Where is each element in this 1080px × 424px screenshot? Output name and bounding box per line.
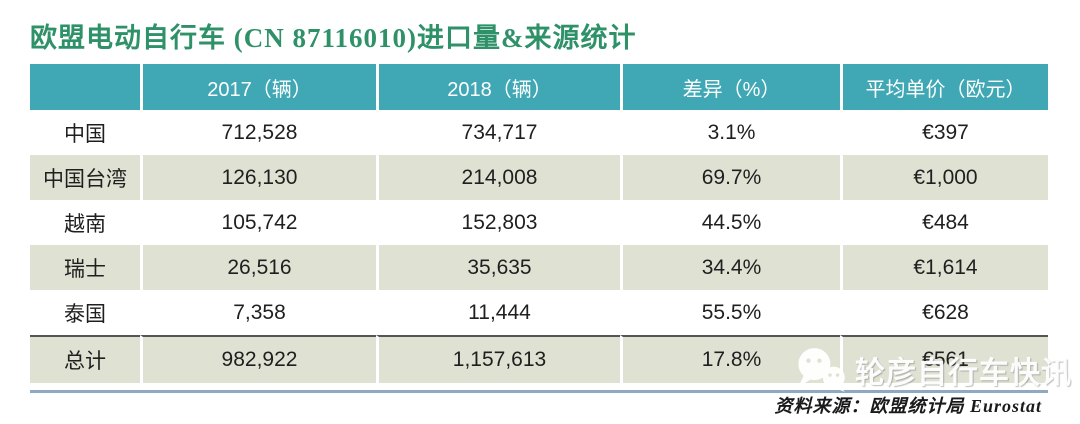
cell-2018: 214,008 (376, 155, 620, 200)
cell-2018: 734,717 (376, 110, 620, 155)
header-2017: 2017（辆） (140, 64, 376, 110)
cell-2018: 152,803 (376, 200, 620, 245)
cell-label: 泰国 (30, 290, 140, 335)
table-row-switzerland: 瑞士 26,516 35,635 34.4% €1,614 (30, 245, 1048, 290)
cell-2017: 26,516 (140, 245, 376, 290)
table-header-row: 2017（辆） 2018（辆） 差异（%） 平均单价（欧元） (30, 64, 1048, 110)
cell-2018: 35,635 (376, 245, 620, 290)
cell-price: €484 (840, 200, 1048, 245)
cell-2017: 712,528 (140, 110, 376, 155)
cell-diff: 55.5% (620, 290, 840, 335)
cell-2017: 105,742 (140, 200, 376, 245)
header-avg-price: 平均单价（欧元） (840, 64, 1048, 110)
cell-diff: 34.4% (620, 245, 840, 290)
header-diff: 差异（%） (620, 64, 840, 110)
cell-2017: 7,358 (140, 290, 376, 335)
table-row-total: 总计 982,922 1,157,613 17.8% €561 (30, 335, 1048, 383)
cell-price: €628 (840, 290, 1048, 335)
cell-label: 中国 (30, 110, 140, 155)
page-title: 欧盟电动自行车 (CN 87116010)进口量&来源统计 (30, 23, 637, 53)
data-source-note: 资料来源：欧盟统计局 Eurostat (774, 396, 1042, 416)
cell-diff: 44.5% (620, 200, 840, 245)
cell-2018: 11,444 (376, 290, 620, 335)
cell-label: 越南 (30, 200, 140, 245)
cell-price: €561 (840, 335, 1048, 383)
table-row-china: 中国 712,528 734,717 3.1% €397 (30, 110, 1048, 155)
cell-price: €1,000 (840, 155, 1048, 200)
cell-diff: 3.1% (620, 110, 840, 155)
cell-2017: 982,922 (140, 335, 376, 383)
table-row-vietnam: 越南 105,742 152,803 44.5% €484 (30, 200, 1048, 245)
table-row-thailand: 泰国 7,358 11,444 55.5% €628 (30, 290, 1048, 335)
header-2018: 2018（辆） (376, 64, 620, 110)
header-country (30, 64, 140, 110)
cell-diff: 69.7% (620, 155, 840, 200)
cell-price: €1,614 (840, 245, 1048, 290)
import-stats-table: 2017（辆） 2018（辆） 差异（%） 平均单价（欧元） 中国 712,52… (30, 64, 1048, 383)
table-row-taiwan: 中国台湾 126,130 214,008 69.7% €1,000 (30, 155, 1048, 200)
cell-2018: 1,157,613 (376, 335, 620, 383)
cell-diff: 17.8% (620, 335, 840, 383)
table-bottom-rule (30, 390, 1048, 393)
cell-label: 总计 (30, 335, 140, 383)
cell-price: €397 (840, 110, 1048, 155)
cell-label: 中国台湾 (30, 155, 140, 200)
cell-2017: 126,130 (140, 155, 376, 200)
cell-label: 瑞士 (30, 245, 140, 290)
